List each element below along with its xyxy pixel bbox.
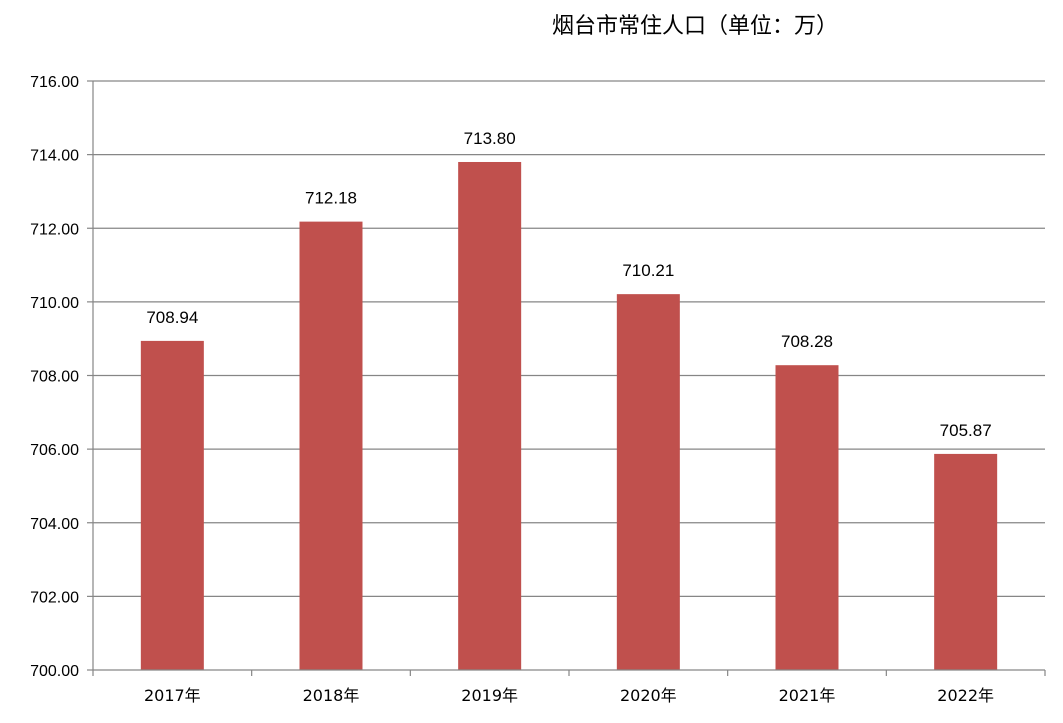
bar xyxy=(140,340,204,670)
x-category-label: 2019年 xyxy=(461,686,518,705)
gridlines xyxy=(93,80,1045,597)
x-category-label: 2021年 xyxy=(779,686,836,705)
labels: 700.00 702.00 704.00 706.00 708.00 710.00 712.… xyxy=(30,74,994,705)
x-category-label: 2018年 xyxy=(303,686,360,705)
y-tick-label: 714.00 xyxy=(30,148,79,165)
y-tick-label: 704.00 xyxy=(30,516,79,533)
bars xyxy=(140,161,998,671)
data-label: 710.21 xyxy=(622,261,674,280)
bar xyxy=(616,294,680,670)
y-tick-label: 700.00 xyxy=(30,663,79,680)
data-label: 713.80 xyxy=(464,129,516,148)
x-category-label: 2017年 xyxy=(144,686,201,705)
axes xyxy=(87,80,1046,676)
y-tick-label: 716.00 xyxy=(30,74,79,91)
y-tick-label: 706.00 xyxy=(30,442,79,459)
x-category-label: 2020年 xyxy=(620,686,677,705)
chart-title: 烟台市常住人口（单位：万） xyxy=(551,14,838,39)
data-label: 712.18 xyxy=(305,189,357,208)
data-label: 708.94 xyxy=(146,308,198,327)
x-category-label: 2022年 xyxy=(937,686,994,705)
data-label: 708.28 xyxy=(781,332,833,351)
bar xyxy=(934,453,998,670)
bar xyxy=(775,365,839,670)
bar xyxy=(458,161,522,671)
y-tick-label: 702.00 xyxy=(30,589,79,606)
data-label: 705.87 xyxy=(940,421,992,440)
y-tick-label: 710.00 xyxy=(30,295,79,312)
y-tick-label: 712.00 xyxy=(30,221,79,238)
bar xyxy=(299,221,363,670)
y-tick-label: 708.00 xyxy=(30,369,79,386)
